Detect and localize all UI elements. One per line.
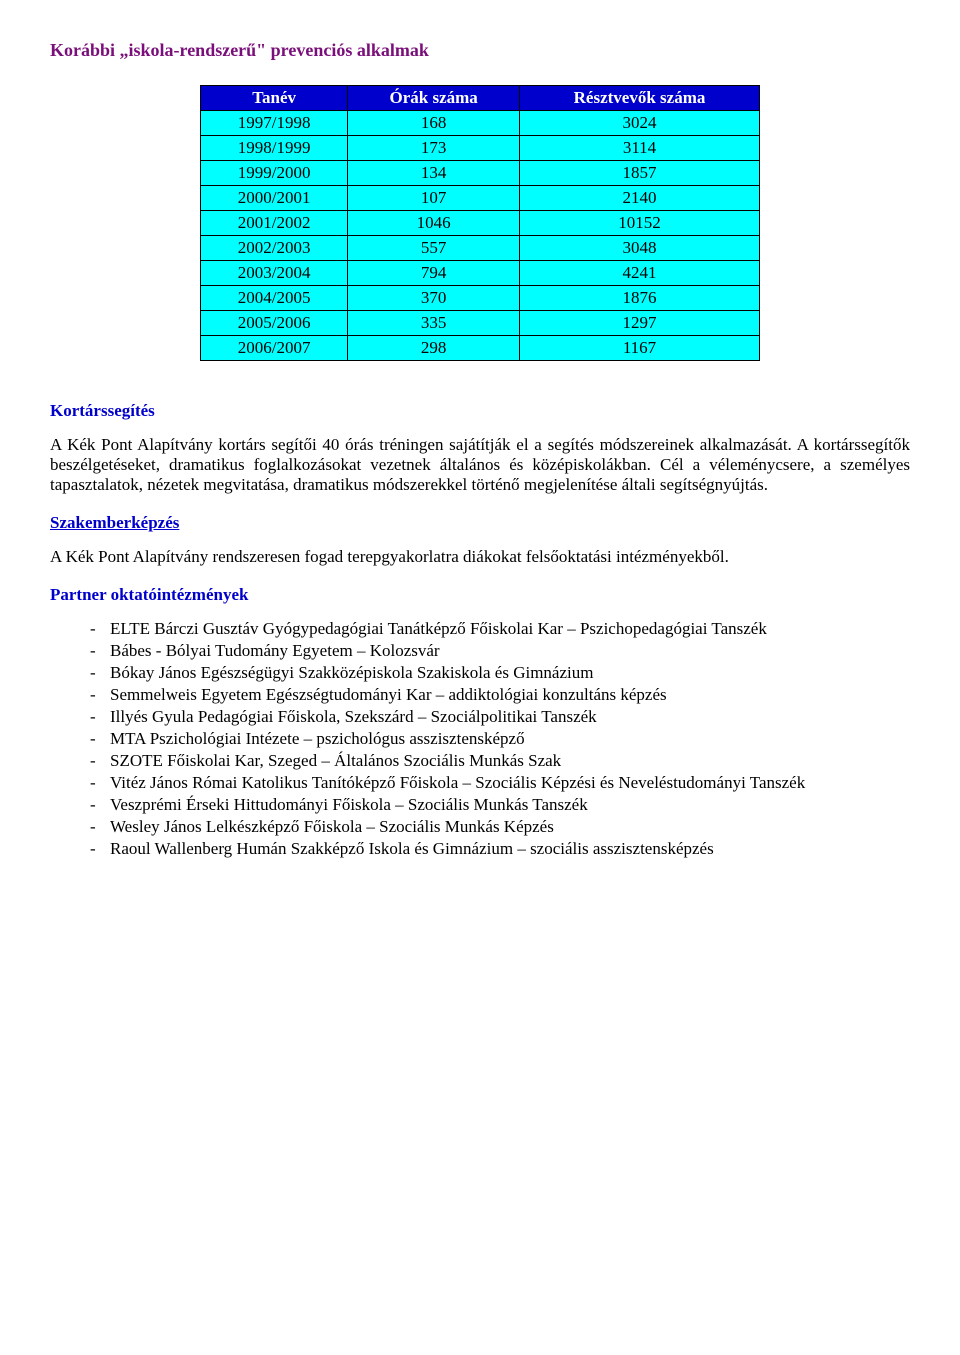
table-cell: 1876: [520, 286, 760, 311]
paragraph-szakemberkepzes: A Kék Pont Alapítvány rendszeresen fogad…: [50, 547, 910, 567]
table-cell: 4241: [520, 261, 760, 286]
table-cell: 557: [348, 236, 520, 261]
page-title: Korábbi „iskola-rendszerű" prevenciós al…: [50, 40, 910, 61]
table-cell: 3048: [520, 236, 760, 261]
table-cell: 173: [348, 136, 520, 161]
list-item: Raoul Wallenberg Humán Szakképző Iskola …: [90, 839, 910, 859]
table-row: 2004/20053701876: [201, 286, 760, 311]
table-cell: 794: [348, 261, 520, 286]
table-cell: 2006/2007: [201, 336, 348, 361]
table-cell: 335: [348, 311, 520, 336]
table-cell: 370: [348, 286, 520, 311]
heading-szakemberkepzes: Szakemberképzés: [50, 513, 910, 533]
table-cell: 2001/2002: [201, 211, 348, 236]
list-item: Illyés Gyula Pedagógiai Főiskola, Szeksz…: [90, 707, 910, 727]
table-cell: 1046: [348, 211, 520, 236]
table-row: 2001/2002104610152: [201, 211, 760, 236]
table-row: 2005/20063351297: [201, 311, 760, 336]
table-row: 1998/19991733114: [201, 136, 760, 161]
table-cell: 1167: [520, 336, 760, 361]
table-cell: 2003/2004: [201, 261, 348, 286]
list-item: SZOTE Főiskolai Kar, Szeged – Általános …: [90, 751, 910, 771]
table-cell: 134: [348, 161, 520, 186]
table-cell: 1999/2000: [201, 161, 348, 186]
list-item: ELTE Bárczi Gusztáv Gyógypedagógiai Taná…: [90, 619, 910, 639]
table-cell: 2140: [520, 186, 760, 211]
col-header-year: Tanév: [201, 86, 348, 111]
col-header-participants: Résztvevők száma: [520, 86, 760, 111]
table-row: 1999/20001341857: [201, 161, 760, 186]
table-cell: 1997/1998: [201, 111, 348, 136]
table-cell: 2004/2005: [201, 286, 348, 311]
table-cell: 1857: [520, 161, 760, 186]
table-cell: 2005/2006: [201, 311, 348, 336]
table-cell: 1297: [520, 311, 760, 336]
list-item: MTA Pszichológiai Intézete – pszichológu…: [90, 729, 910, 749]
list-item: Vitéz János Római Katolikus Tanítóképző …: [90, 773, 910, 793]
prevention-table: Tanév Órák száma Résztvevők száma 1997/1…: [200, 85, 760, 361]
table-cell: 3024: [520, 111, 760, 136]
table-cell: 2002/2003: [201, 236, 348, 261]
heading-partner: Partner oktatóintézmények: [50, 585, 910, 605]
list-item: Bókay János Egészségügyi Szakközépiskola…: [90, 663, 910, 683]
table-cell: 298: [348, 336, 520, 361]
list-item: Veszprémi Érseki Hittudományi Főiskola –…: [90, 795, 910, 815]
table-row: 2000/20011072140: [201, 186, 760, 211]
table-cell: 168: [348, 111, 520, 136]
partner-list: ELTE Bárczi Gusztáv Gyógypedagógiai Taná…: [50, 619, 910, 859]
list-item: Bábes - Bólyai Tudomány Egyetem – Kolozs…: [90, 641, 910, 661]
table-cell: 10152: [520, 211, 760, 236]
list-item: Wesley János Lelkészképző Főiskola – Szo…: [90, 817, 910, 837]
table-cell: 1998/1999: [201, 136, 348, 161]
col-header-hours: Órák száma: [348, 86, 520, 111]
table-row: 2003/20047944241: [201, 261, 760, 286]
list-item: Semmelweis Egyetem Egészségtudományi Kar…: [90, 685, 910, 705]
table-row: 1997/19981683024: [201, 111, 760, 136]
heading-kortarssegites: Kortárssegítés: [50, 401, 910, 421]
table-row: 2006/20072981167: [201, 336, 760, 361]
table-cell: 107: [348, 186, 520, 211]
table-header-row: Tanév Órák száma Résztvevők száma: [201, 86, 760, 111]
table-row: 2002/20035573048: [201, 236, 760, 261]
paragraph-kortarssegites: A Kék Pont Alapítvány kortárs segítői 40…: [50, 435, 910, 495]
table-cell: 3114: [520, 136, 760, 161]
table-cell: 2000/2001: [201, 186, 348, 211]
